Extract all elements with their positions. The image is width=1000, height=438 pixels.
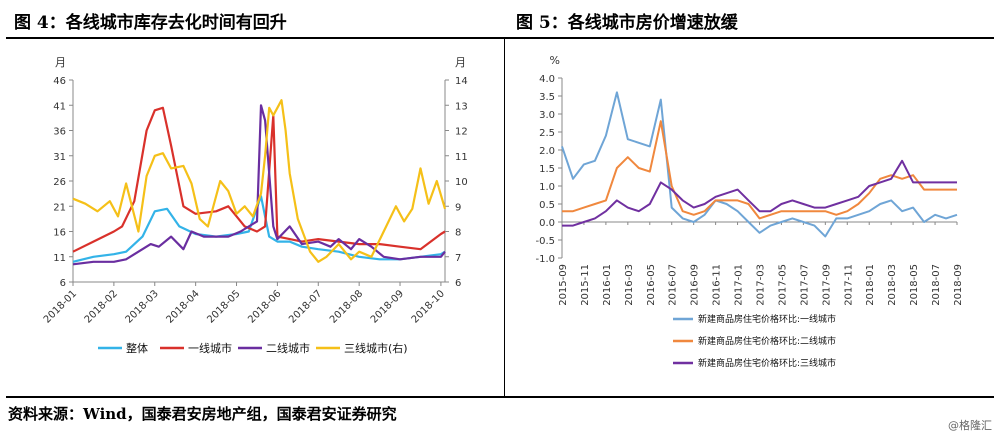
y-tick-label: 2.5 [539,128,555,139]
y-tick-label: 1.5 [539,164,555,175]
legend-label: 二线城市 [266,341,310,355]
y-tick-label: 41 [53,101,66,112]
y-tick-label: 36 [53,127,66,138]
x-tick-label: 2018-05 [205,288,242,325]
source-note: 资料来源：Wind，国泰君安房地产组，国泰君安证券研究 [8,405,397,423]
y2-tick-label: 8 [455,228,461,239]
x-tick-label: 2018-07 [931,264,942,306]
y2-tick-label: 9 [455,202,461,213]
x-tick-label: 2018-05 [909,264,920,306]
y2-tick-label: 11 [455,152,468,163]
left-chart-series [72,99,447,266]
watermark: @格隆汇 [948,419,992,432]
y-tick-label: 0.5 [539,200,555,211]
right-chart-axes: 4.0 3.5 3.0 2.5 2.0 1.5 1.0 0.5 0.0 -0.5 -1.0% 2015… [535,54,964,306]
y-tick-label: 4.0 [539,74,555,85]
y-tick-label: 6 [60,278,66,289]
y2-tick-label: 12 [455,127,468,138]
series-line [72,99,447,263]
series-line [561,91,958,238]
x-tick-label: 2018-09 [953,264,964,306]
x-tick-label: 2018-08 [328,288,365,325]
x-tick-label: 2016-07 [668,264,679,306]
legend-label: 新建商品房住宅价格环比:三线城市 [698,357,836,369]
y-tick-label: -0.5 [535,236,555,247]
y-tick-label: 31 [53,152,66,163]
x-tick-label: 2017-05 [777,264,788,306]
legend-label: 一线城市 [188,341,232,355]
right-figure-title: 图 5：各线城市房价增速放缓 [516,13,738,33]
left-chart-axes: 46 41 36 31 26 21 16 11 6 14 13 12 11 10 9 8 7 6 月 月 2018-01… [42,56,468,326]
x-tick-label: 2016-03 [624,264,635,306]
y2-tick-label: 7 [455,253,461,264]
y-tick-label: 11 [53,253,66,264]
x-tick-label: 2017-09 [821,264,832,306]
x-tick-label: 2018-02 [83,288,120,325]
legend-label: 新建商品房住宅价格环比:二线城市 [698,335,836,347]
series-line [562,120,957,220]
x-tick-label: 2017-03 [756,264,767,306]
x-tick-label: 2018-03 [124,288,161,325]
y-tick-label: 21 [53,202,66,213]
right-axis-unit: 月 [455,56,466,69]
x-tick-label: 2018-07 [287,288,324,325]
x-tick-label: 2018-06 [246,288,283,325]
middle-divider [504,38,505,396]
price-growth-chart: 4.0 3.5 3.0 2.5 2.0 1.5 1.0 0.5 0.0 -0.5 -1.0% 2015… [535,54,964,369]
x-tick-label: 2018-04 [164,288,201,325]
x-tick-label: 2016-01 [602,264,613,306]
y-tick-label: 46 [53,76,66,87]
y2-tick-label: 6 [455,278,461,289]
x-tick-label: 2016-05 [646,264,657,306]
left-axis-unit: 月 [55,56,66,69]
y-tick-label: 16 [53,228,66,239]
x-tick-label: 2018-10 [410,288,447,325]
x-tick-label: 2018-01 [865,264,876,306]
x-tick-label: 2015-09 [558,264,569,306]
x-tick-label: 2015-11 [580,264,591,306]
series-line [562,159,957,227]
inventory-months-chart: 46 41 36 31 26 21 16 11 6 14 13 12 11 10 9 8 7 6 月 月 2018-01… [42,56,468,355]
y-tick-label: 1.0 [539,182,555,193]
x-tick-label: 2016-11 [712,264,723,306]
y-tick-label: 2.0 [539,146,555,157]
x-tick-label: 2018-03 [887,264,898,306]
series-line [72,104,446,266]
y2-tick-label: 13 [455,101,468,112]
right-chart-legend: 新建商品房住宅价格环比:一线城市新建商品房住宅价格环比:二线城市新建商品房住宅价… [673,313,836,369]
y2-tick-label: 10 [455,177,468,188]
legend-label: 整体 [126,341,148,355]
x-tick-label: 2018-01 [42,288,79,325]
left-figure-title: 图 4：各线城市库存去化时间有回升 [14,13,287,33]
y-tick-label: 3.5 [539,92,555,103]
bottom-rule [6,396,994,398]
y-tick-label: -1.0 [535,254,555,265]
y-tick-label: 26 [53,177,66,188]
top-rule [6,37,994,39]
y2-tick-label: 14 [455,76,468,87]
legend-label: 三线城市(右) [344,341,408,355]
x-tick-label: 2016-09 [690,264,701,306]
y-tick-label: 3.0 [539,110,555,121]
right-chart-series [561,91,958,238]
x-tick-label: 2017-07 [799,264,810,306]
x-tick-label: 2017-11 [843,264,854,306]
y-axis-unit: % [550,54,560,67]
x-tick-label: 2018-09 [369,288,406,325]
x-tick-label: 2017-01 [734,264,745,306]
left-chart-legend: 整体 一线城市 二线城市 三线城市(右) [98,341,408,355]
y-tick-label: 0.0 [539,218,555,229]
legend-label: 新建商品房住宅价格环比:一线城市 [698,313,836,325]
